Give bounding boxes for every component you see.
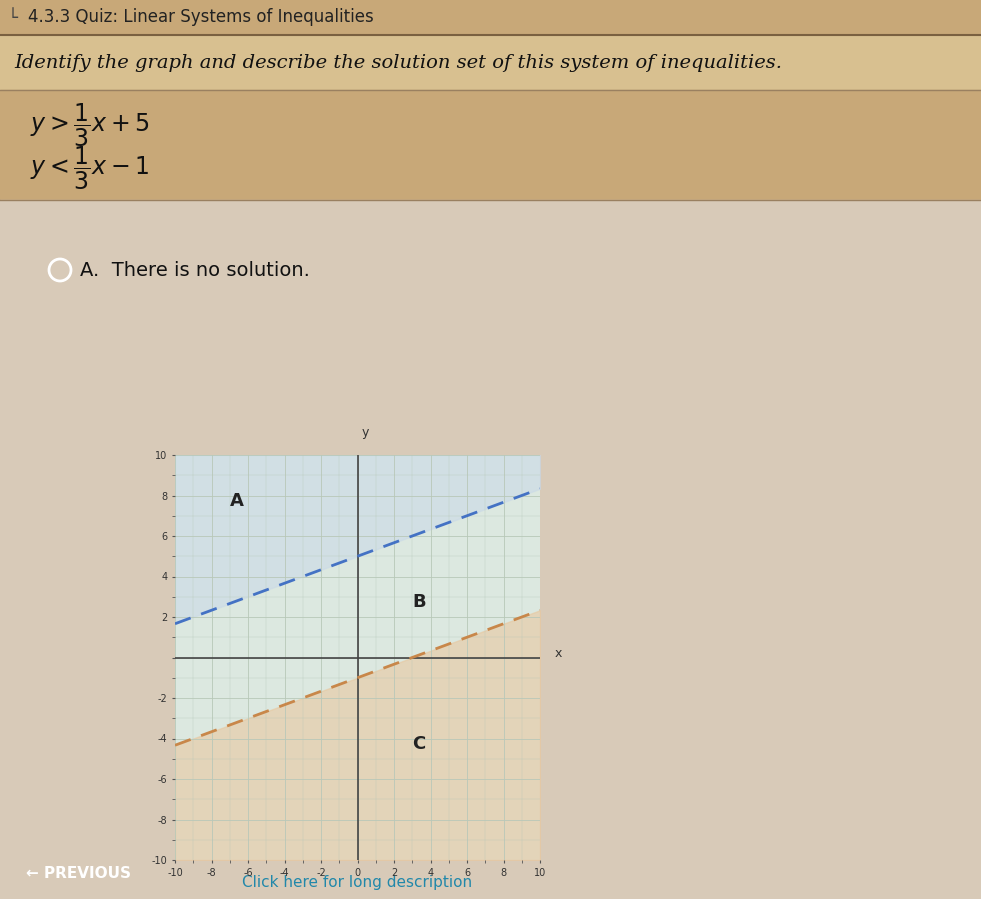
Text: └: └ bbox=[8, 8, 18, 26]
Text: x: x bbox=[554, 647, 562, 660]
Text: A.  There is no solution.: A. There is no solution. bbox=[80, 261, 310, 280]
Text: y: y bbox=[361, 426, 369, 439]
Text: $y < \dfrac{1}{3}x - 1$: $y < \dfrac{1}{3}x - 1$ bbox=[30, 145, 149, 191]
Text: $y > \dfrac{1}{3}x + 5$: $y > \dfrac{1}{3}x + 5$ bbox=[30, 102, 150, 148]
Text: A: A bbox=[230, 492, 243, 510]
Text: ← PREVIOUS: ← PREVIOUS bbox=[26, 867, 131, 882]
Text: C: C bbox=[412, 734, 426, 752]
Bar bbox=[0, 0, 981, 35]
Text: Identify the graph and describe the solution set of this system of inequalities.: Identify the graph and describe the solu… bbox=[14, 54, 782, 72]
Bar bbox=[0, 90, 981, 200]
Bar bbox=[0, 35, 981, 90]
Text: Click here for long description: Click here for long description bbox=[242, 875, 472, 889]
Bar bbox=[0, 200, 981, 899]
Text: B: B bbox=[412, 592, 426, 611]
Text: 4.3.3 Quiz: Linear Systems of Inequalities: 4.3.3 Quiz: Linear Systems of Inequaliti… bbox=[28, 8, 374, 26]
